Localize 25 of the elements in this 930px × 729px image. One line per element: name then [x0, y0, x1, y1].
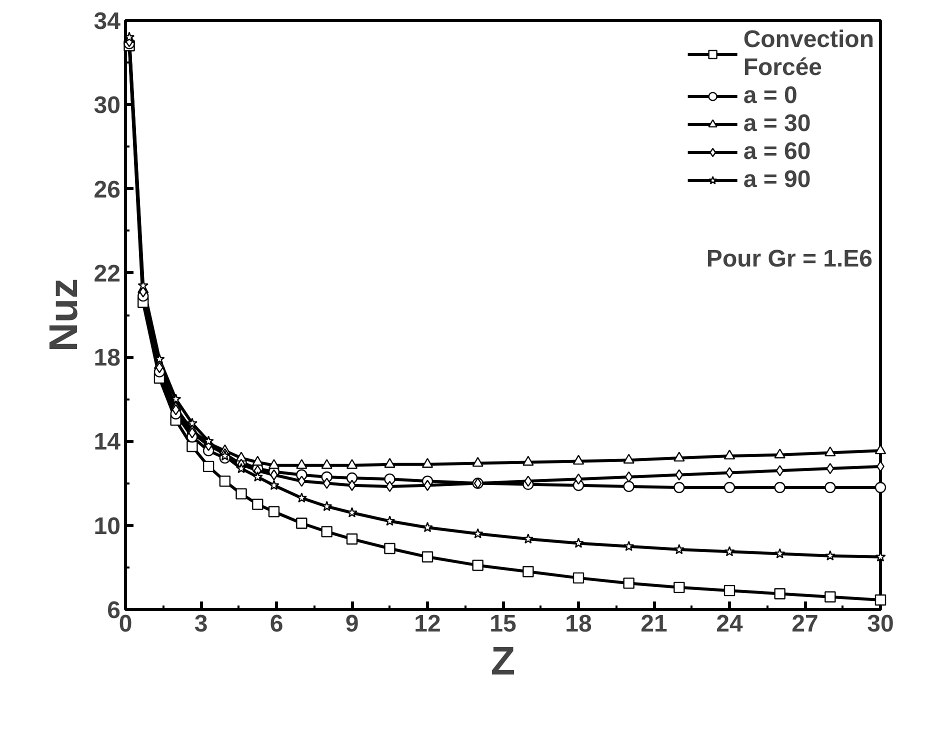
x-tick-label: 12 — [414, 610, 441, 638]
legend-label: a = 90 — [743, 166, 811, 194]
x-tick-label: 6 — [270, 610, 284, 638]
x-axis-title: Z — [490, 640, 516, 684]
x-tick-label: 15 — [490, 610, 516, 638]
y-tick-label: 18 — [94, 344, 121, 372]
x-tick-label: 21 — [640, 610, 668, 638]
y-tick-label: 30 — [94, 92, 121, 120]
y-tick-label: 14 — [94, 428, 122, 456]
y-tick-label: 26 — [94, 176, 121, 204]
x-tick-label: 0 — [118, 610, 132, 638]
x-tick-label: 30 — [867, 610, 894, 638]
y-tick-label: 22 — [94, 260, 121, 288]
y-tick-label: 10 — [94, 512, 121, 540]
legend-label: a = 60 — [743, 138, 811, 166]
x-tick-label: 27 — [792, 610, 818, 638]
legend-label: a = 30 — [743, 110, 811, 138]
legend-label: a = 0 — [743, 82, 798, 110]
x-tick-label: 24 — [716, 610, 744, 638]
x-tick-label: 3 — [194, 610, 208, 638]
x-tick-label: 18 — [565, 610, 592, 638]
annotation: Pour Gr = 1.E6 — [706, 246, 873, 272]
y-axis-title: Nuz — [42, 278, 86, 352]
x-tick-label: 9 — [345, 610, 359, 638]
y-tick-label: 34 — [94, 8, 122, 35]
